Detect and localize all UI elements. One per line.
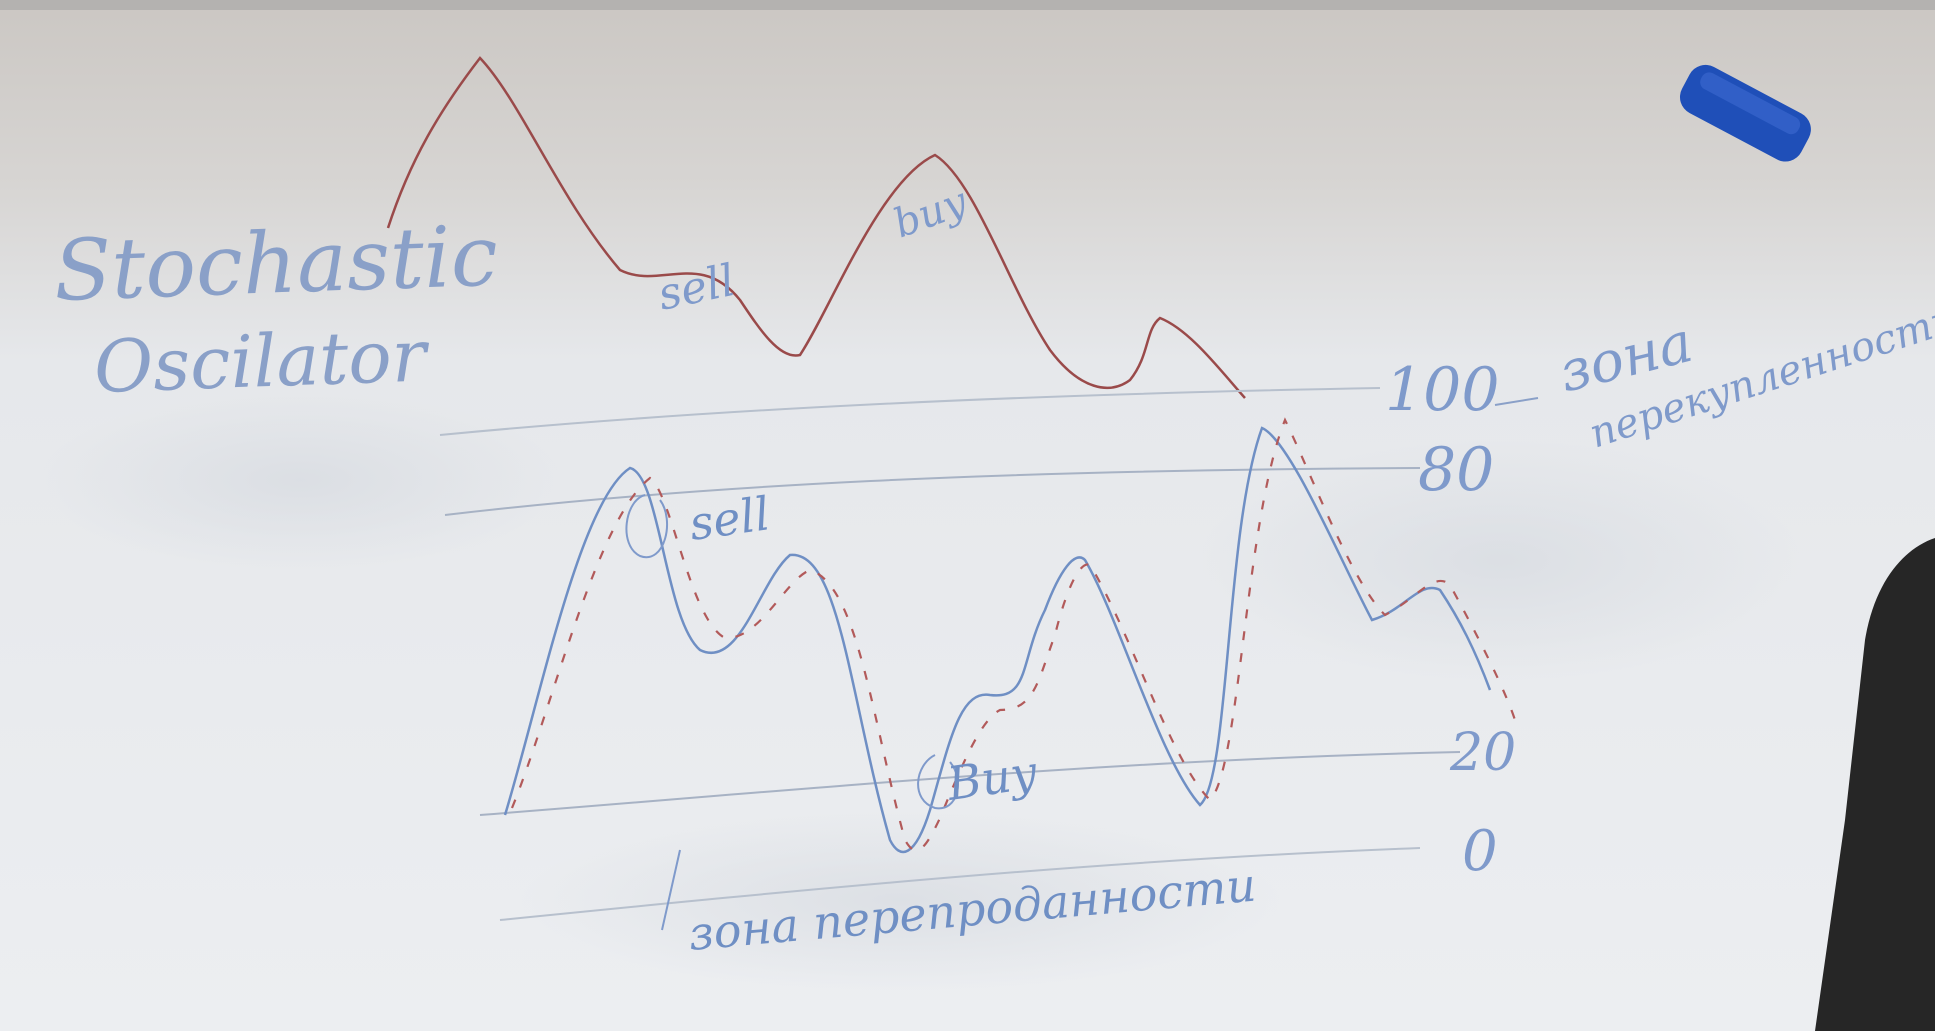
oscillator-d-line [510, 417, 1517, 852]
circle-sell-signal [625, 494, 669, 559]
guide-line-80 [444, 467, 1421, 516]
guide-line-100 [439, 387, 1381, 436]
label-buy-oscillator: Buy [943, 745, 1041, 811]
level-100-label: 100 [1385, 355, 1500, 425]
smudge-3 [520, 810, 1280, 990]
level-80-label: 80 [1418, 435, 1494, 505]
smudge-2 [1200, 440, 1800, 680]
eraser-icon [1679, 64, 1811, 162]
circle-buy-signal [917, 754, 959, 810]
smudge-1 [40, 390, 560, 570]
guide-line-0 [499, 847, 1421, 921]
oscillator-k-line [503, 426, 1492, 854]
title-line1: Stochastic [52, 207, 499, 320]
guide-line-20 [479, 751, 1461, 816]
board-top-frame [0, 0, 1935, 10]
level-0-label: 0 [1462, 819, 1498, 884]
person-silhouette [1815, 538, 1935, 1031]
level-20-label: 20 [1449, 723, 1516, 783]
oversold-tick-mark [661, 849, 681, 931]
title-line2: Oscilator [93, 313, 431, 409]
label-sell-oscillator: sell [686, 486, 773, 551]
price-line [386, 56, 1246, 399]
guide-tick-100 [1494, 397, 1539, 406]
